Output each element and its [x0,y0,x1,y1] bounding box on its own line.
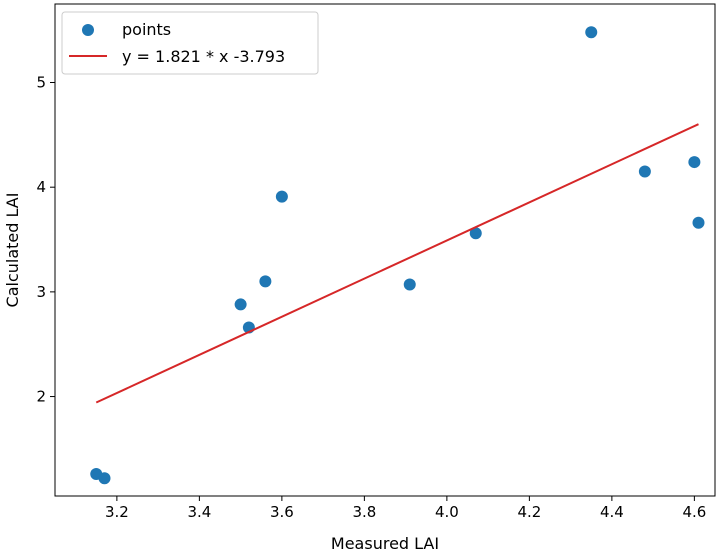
x-axis-label: Measured LAI [331,534,439,552]
y-axis: 2 3 4 5 [36,74,55,406]
data-point [403,278,416,291]
plot-frame [54,3,716,497]
x-tick-label: 4.0 [435,503,459,521]
data-point [98,472,111,485]
data-point [259,275,272,288]
y-tick-label: 3 [36,283,46,301]
x-tick-label: 4.6 [682,503,706,521]
legend-label-fit-line: y = 1.821 * x -3.793 [122,47,285,66]
legend: points y = 1.821 * x -3.793 [61,11,319,75]
fit-line [95,123,699,404]
x-tick-label: 3.4 [187,503,211,521]
x-tick-label: 3.8 [352,503,376,521]
data-point [692,216,705,229]
y-tick-label: 2 [36,388,46,406]
x-tick-label: 4.2 [517,503,541,521]
y-axis-label: Calculated LAI [3,193,22,308]
x-tick-label: 3.2 [105,503,129,521]
legend-box [61,11,319,75]
data-point [585,26,598,39]
y-tick-label: 4 [36,178,46,196]
data-point [234,298,247,311]
data-point [275,190,288,203]
legend-marker-points [82,24,94,36]
x-tick-label: 3.6 [270,503,294,521]
data-point [638,165,651,178]
x-tick-label: 4.4 [600,503,624,521]
x-axis: 3.2 3.4 3.6 3.8 4.0 4.2 4.4 4.6 [105,496,706,521]
data-point [469,227,482,240]
y-tick-label: 5 [36,74,46,92]
data-point [688,156,701,169]
legend-label-points: points [122,20,171,39]
plot-marks [90,26,705,485]
